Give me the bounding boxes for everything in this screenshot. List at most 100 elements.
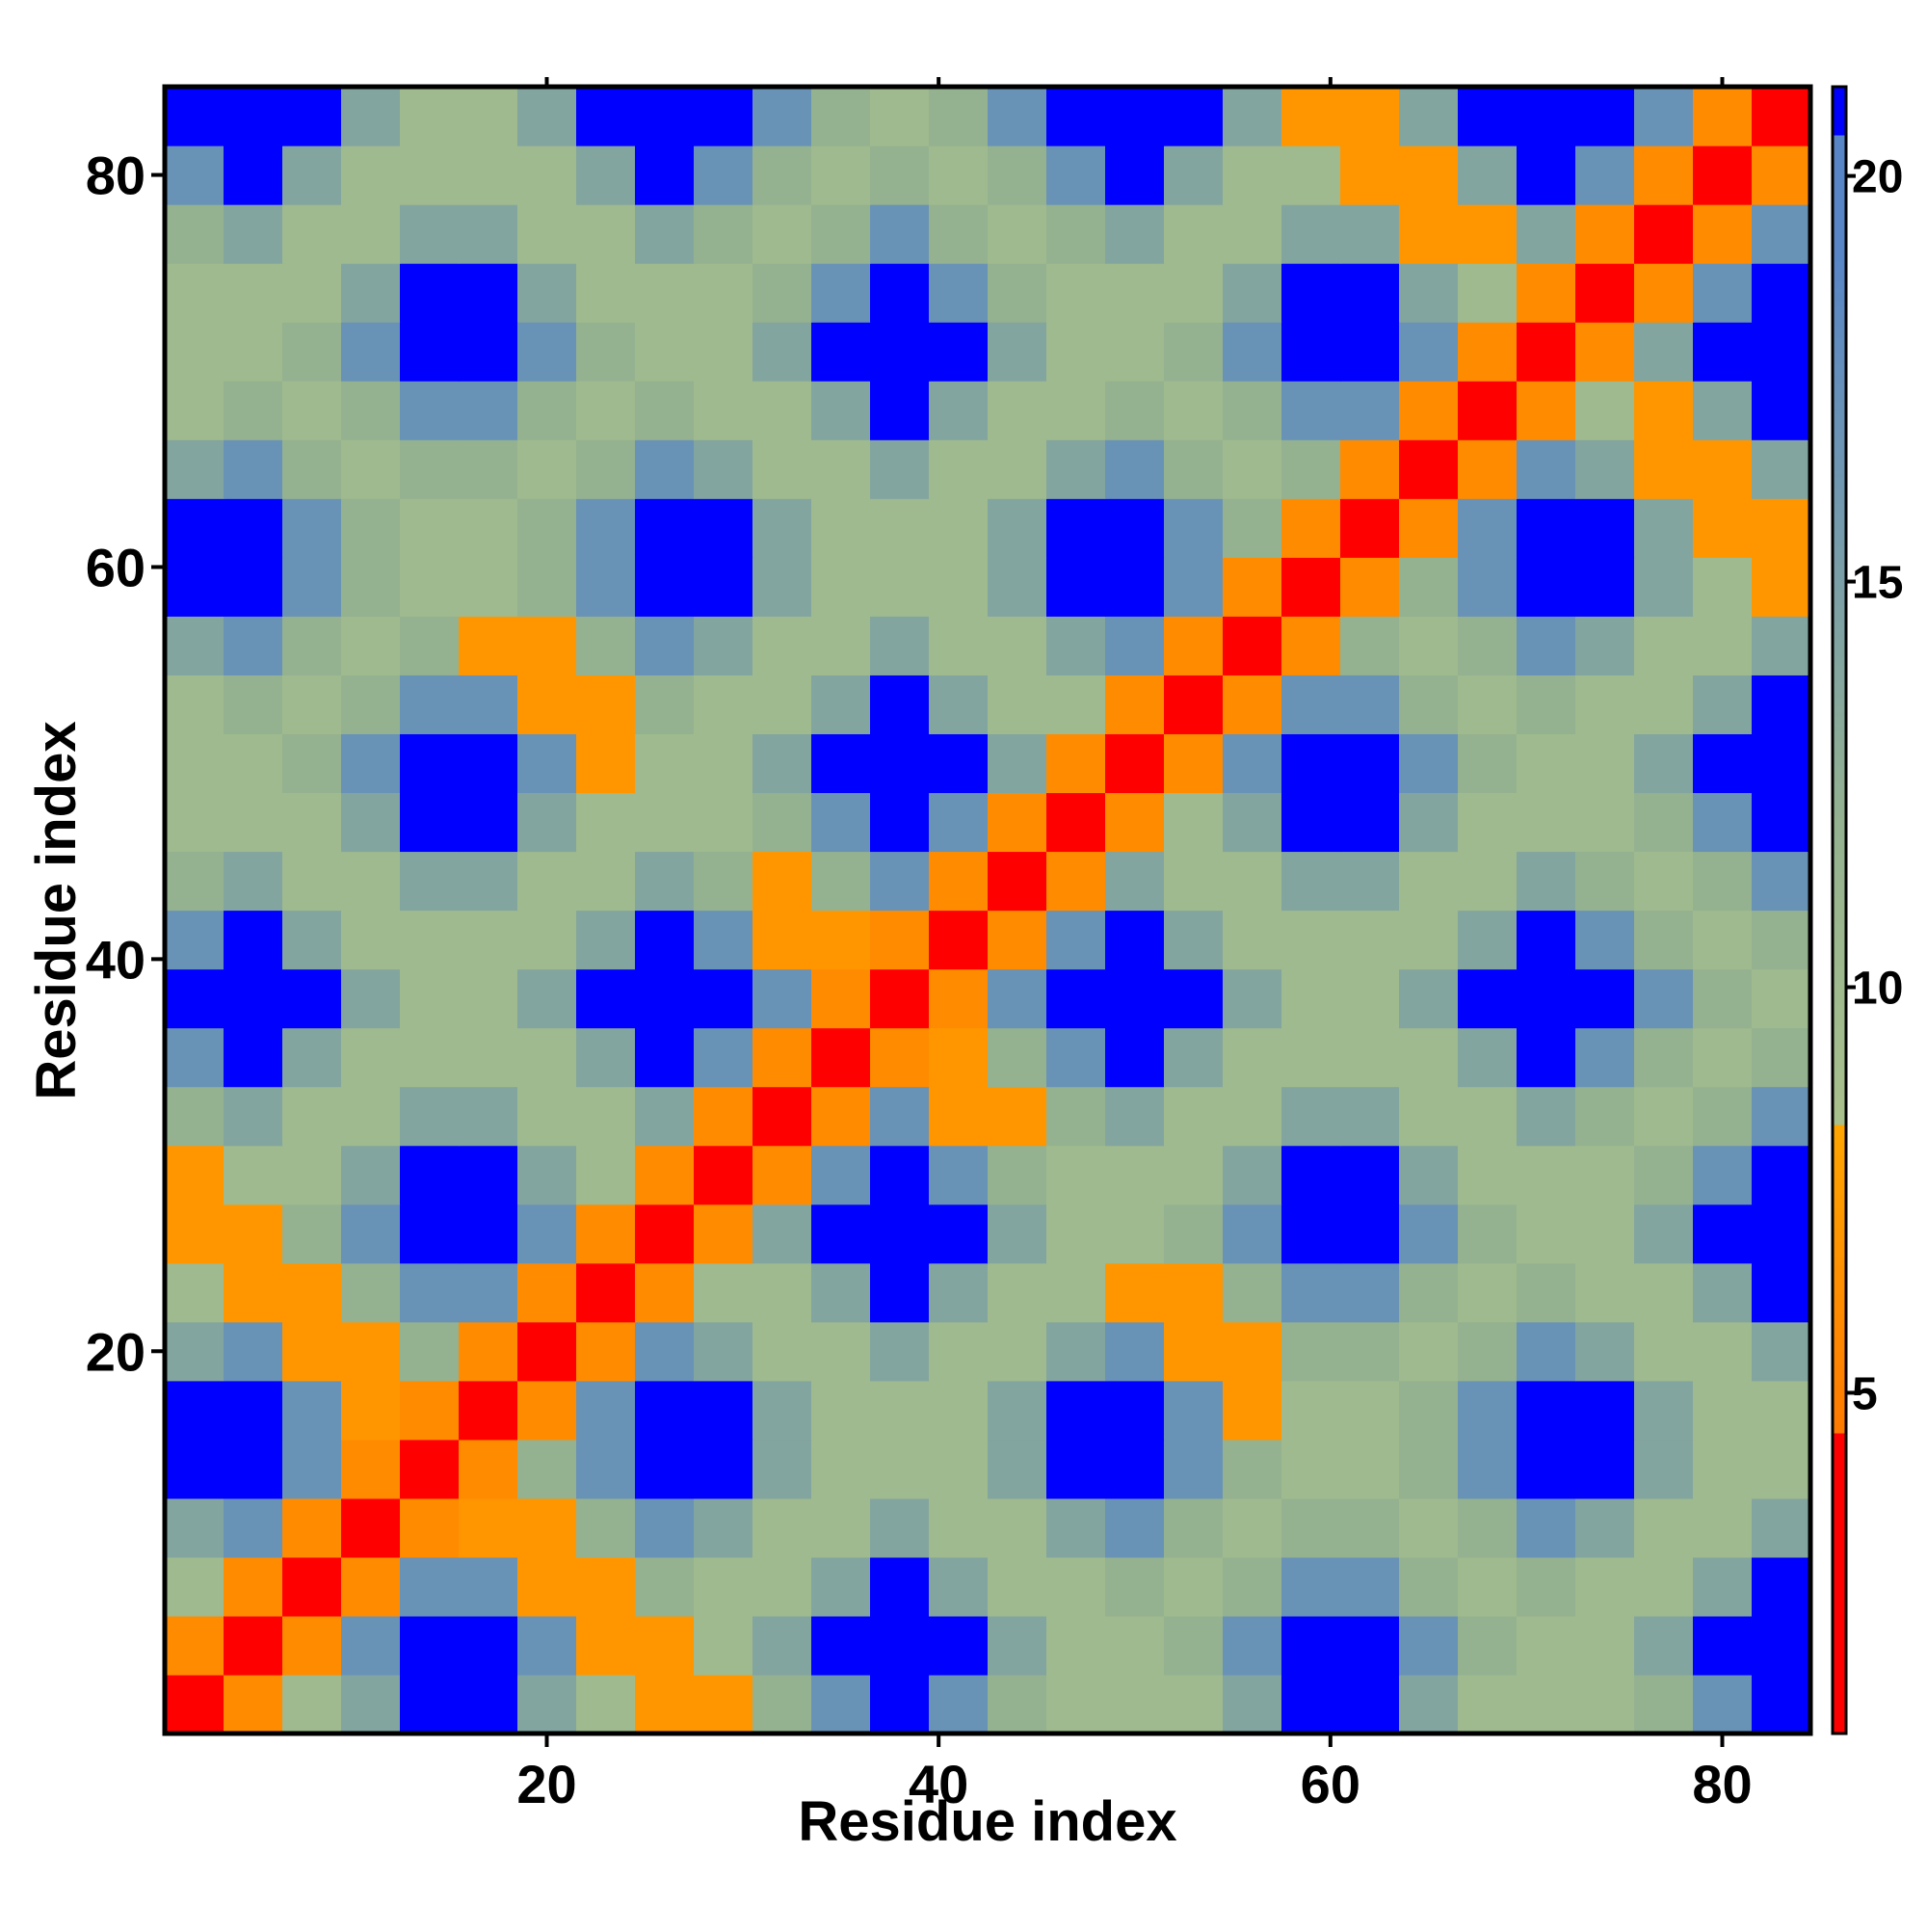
heatmap-cell bbox=[811, 1086, 871, 1147]
heatmap-cell bbox=[1105, 616, 1165, 675]
heatmap-cell bbox=[1164, 498, 1224, 558]
heatmap-cell bbox=[694, 1556, 753, 1617]
heatmap-cell bbox=[400, 557, 460, 617]
heatmap-cell bbox=[811, 616, 871, 675]
heatmap-cell bbox=[1223, 1439, 1282, 1499]
heatmap-cell bbox=[1752, 968, 1811, 1029]
heatmap-cell bbox=[988, 204, 1047, 264]
heatmap-cell bbox=[1046, 675, 1106, 734]
heatmap-cell bbox=[224, 1145, 283, 1205]
heatmap-cell bbox=[1046, 263, 1106, 323]
heatmap-cell bbox=[576, 263, 636, 323]
heatmap-cell bbox=[635, 322, 695, 382]
heatmap-cell bbox=[1340, 87, 1400, 146]
heatmap-cell bbox=[1575, 675, 1635, 734]
heatmap-cell bbox=[1399, 1086, 1459, 1147]
heatmap-cell bbox=[1634, 1262, 1694, 1323]
heatmap-cell bbox=[929, 87, 989, 146]
heatmap-cell bbox=[224, 87, 283, 146]
heatmap-cell bbox=[1105, 1497, 1165, 1558]
heatmap-cell bbox=[988, 851, 1047, 912]
heatmap-cell bbox=[1517, 1204, 1576, 1264]
heatmap-cell bbox=[282, 616, 342, 675]
heatmap-cell bbox=[1399, 1027, 1459, 1088]
heatmap-cell bbox=[1340, 1439, 1400, 1499]
heatmap-cell bbox=[1693, 439, 1753, 499]
heatmap-cell bbox=[811, 381, 871, 440]
heatmap-cell bbox=[341, 1497, 401, 1558]
heatmap-cell bbox=[576, 204, 636, 264]
heatmap-cell bbox=[811, 1145, 871, 1205]
heatmap-cell bbox=[165, 616, 224, 675]
heatmap-cell bbox=[341, 851, 401, 912]
heatmap-cell bbox=[870, 1497, 930, 1558]
heatmap-cell bbox=[1517, 1380, 1576, 1441]
heatmap-cell bbox=[1223, 1380, 1282, 1441]
heatmap-cell bbox=[988, 146, 1047, 205]
heatmap-cell bbox=[1281, 146, 1341, 205]
heatmap-cell bbox=[1046, 968, 1106, 1029]
heatmap-cell bbox=[165, 1027, 224, 1088]
heatmap-cell bbox=[1164, 146, 1224, 205]
heatmap-cell bbox=[1281, 1380, 1341, 1441]
heatmap-cell bbox=[752, 616, 812, 675]
heatmap-cell bbox=[1693, 1556, 1753, 1617]
colorbar-tick-label: 15 bbox=[1852, 558, 1903, 609]
heatmap-cell bbox=[1164, 616, 1224, 675]
heatmap-cell bbox=[635, 204, 695, 264]
heatmap-cell bbox=[576, 87, 636, 146]
heatmap-cell bbox=[517, 1556, 577, 1617]
heatmap-cell bbox=[929, 733, 989, 794]
heatmap-cell bbox=[1046, 733, 1106, 794]
heatmap-cell bbox=[1281, 1086, 1341, 1147]
heatmap-cell bbox=[1164, 1262, 1224, 1323]
heatmap-cell bbox=[1399, 1262, 1459, 1323]
heatmap-cell bbox=[1046, 1262, 1106, 1323]
heatmap-cell bbox=[576, 910, 636, 970]
heatmap-cell bbox=[459, 1674, 518, 1734]
heatmap-cell bbox=[1458, 1439, 1518, 1499]
heatmap-cell bbox=[341, 733, 401, 794]
heatmap-cell bbox=[635, 1674, 695, 1734]
heatmap-cell bbox=[459, 968, 518, 1029]
heatmap-cell bbox=[1105, 87, 1165, 146]
heatmap-cell bbox=[1752, 792, 1811, 853]
heatmap-cell bbox=[752, 322, 812, 382]
heatmap-cell bbox=[988, 1086, 1047, 1147]
heatmap-cell bbox=[576, 675, 636, 734]
heatmap-cell bbox=[400, 792, 460, 853]
heatmap-cell bbox=[459, 1086, 518, 1147]
heatmap-cell bbox=[1517, 1497, 1576, 1558]
heatmap-cell bbox=[694, 381, 753, 440]
heatmap-cell bbox=[224, 675, 283, 734]
heatmap-cell bbox=[1281, 733, 1341, 794]
heatmap-cell bbox=[165, 1086, 224, 1147]
heatmap-cell bbox=[1752, 87, 1811, 146]
heatmap-cell bbox=[224, 1497, 283, 1558]
heatmap-cell bbox=[1752, 204, 1811, 264]
heatmap-cell bbox=[870, 1204, 930, 1264]
heatmap-cell bbox=[1458, 146, 1518, 205]
heatmap-cell bbox=[1105, 851, 1165, 912]
heatmap-cell bbox=[1281, 557, 1341, 617]
heatmap-cell bbox=[341, 675, 401, 734]
heatmap-cell bbox=[1399, 616, 1459, 675]
heatmap-cell bbox=[988, 1027, 1047, 1088]
heatmap-cell bbox=[1046, 1674, 1106, 1734]
heatmap-cell bbox=[1575, 1497, 1635, 1558]
heatmap-cell bbox=[1517, 968, 1576, 1029]
heatmap-cell bbox=[1517, 439, 1576, 499]
heatmap-cell bbox=[1164, 381, 1224, 440]
heatmap-cell bbox=[1046, 498, 1106, 558]
heatmap-cell bbox=[1046, 792, 1106, 853]
heatmap-cell bbox=[694, 1086, 753, 1147]
heatmap-cell bbox=[1105, 968, 1165, 1029]
heatmap-cell bbox=[1223, 1615, 1282, 1676]
heatmap-cell bbox=[988, 675, 1047, 734]
heatmap-cell bbox=[752, 675, 812, 734]
heatmap-cell bbox=[282, 1321, 342, 1382]
heatmap-cell bbox=[576, 792, 636, 853]
heatmap-cell bbox=[870, 675, 930, 734]
heatmap-cell bbox=[1223, 792, 1282, 853]
